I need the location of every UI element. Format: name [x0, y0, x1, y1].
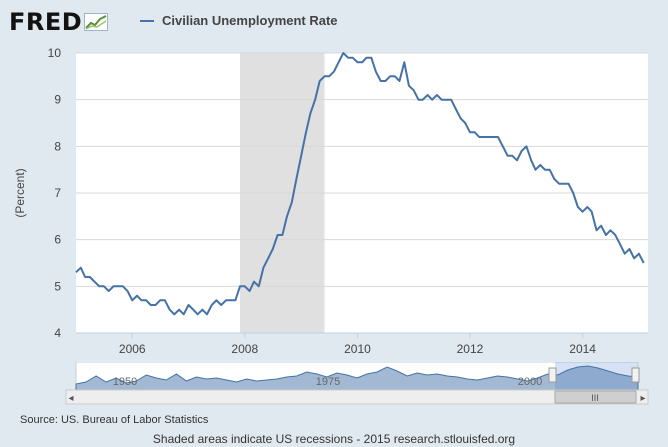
y-tick-label: 6 [54, 233, 61, 247]
fred-logo-text: FRED [9, 8, 83, 36]
fred-logo[interactable]: FRED [9, 7, 109, 37]
y-tick-label: 9 [54, 93, 61, 107]
scrollbar-grip: III [591, 393, 599, 403]
x-tick-label: 2006 [119, 342, 146, 356]
x-tick-label: 2014 [569, 342, 596, 356]
scroll-right-arrow[interactable]: ▸ [640, 393, 645, 404]
legend-series-label: Civilian Unemployment Rate [162, 13, 338, 28]
chart-legend[interactable]: Civilian Unemployment Rate [140, 13, 338, 28]
range-navigator[interactable]: 1950 1975 2000 ◂ III ▸ [0, 362, 668, 406]
source-note: Source: US. Bureau of Labor Statistics [20, 414, 209, 426]
y-tick-label: 8 [54, 139, 61, 153]
trend-chart-icon [84, 13, 109, 31]
legend-swatch [140, 19, 154, 22]
navigator-year-label: 2000 [518, 376, 542, 388]
scrollbar-thumb[interactable] [554, 390, 637, 404]
y-axis-label: (Percent) [13, 168, 27, 217]
line-chart[interactable]: 4 5 6 7 8 9 10 2006 2008 2010 2012 2014 (Percent) [0, 0, 668, 362]
y-tick-label: 10 [48, 46, 62, 60]
y-tick-label: 4 [54, 326, 61, 340]
navigator-series-area [75, 365, 639, 391]
navigator-handle[interactable] [548, 367, 557, 383]
x-tick-label: 2008 [231, 342, 258, 356]
y-tick-label: 7 [54, 186, 61, 200]
navigator-year-label: 1975 [316, 376, 340, 388]
y-tick-label: 5 [54, 279, 61, 293]
navigator-handle[interactable] [631, 367, 640, 383]
navigator-year-label: 1950 [113, 376, 137, 388]
series-line-civilian-unemployment-rate [75, 52, 645, 316]
recession-note: Shaded areas indicate US recessions - 20… [152, 432, 516, 446]
scrollbar-track [65, 389, 649, 405]
x-tick-label: 2010 [344, 342, 371, 356]
x-tick-label: 2012 [457, 342, 484, 356]
scroll-left-arrow[interactable]: ◂ [68, 393, 73, 404]
